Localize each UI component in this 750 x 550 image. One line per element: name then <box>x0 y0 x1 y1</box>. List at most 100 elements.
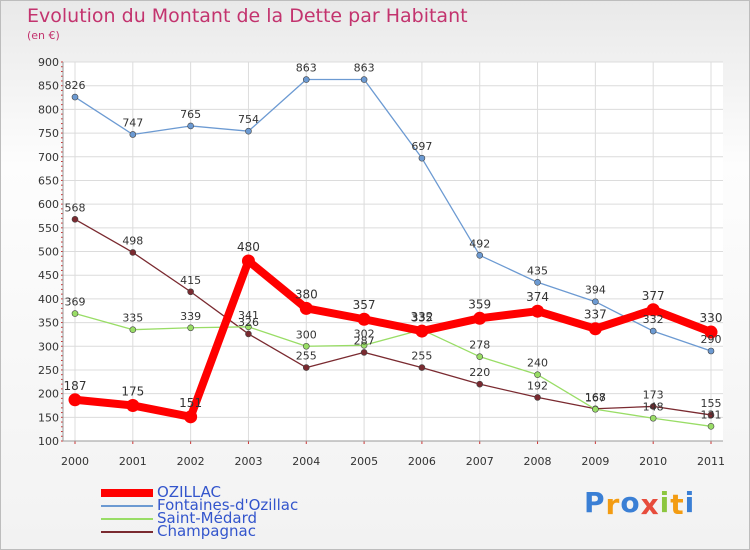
data-point <box>129 326 137 333</box>
data-label: 332 <box>643 313 664 326</box>
y-tick-label: 600 <box>38 198 59 211</box>
data-point <box>534 278 541 286</box>
data-label: 826 <box>65 79 86 92</box>
y-tick-label: 200 <box>38 388 59 401</box>
data-point <box>71 310 79 317</box>
x-tick-label: 2002 <box>177 455 205 468</box>
data-point <box>473 311 487 325</box>
data-label: 394 <box>585 284 606 297</box>
y-tick-label: 450 <box>38 269 59 282</box>
data-point <box>360 76 368 83</box>
data-label: 148 <box>643 400 664 413</box>
series-line-1 <box>74 78 712 352</box>
data-label: 332 <box>410 310 433 324</box>
data-point <box>241 254 255 268</box>
data-label: 863 <box>354 62 375 75</box>
x-tick-label: 2008 <box>524 455 552 468</box>
data-label: 155 <box>701 397 722 410</box>
data-label: 330 <box>700 311 723 325</box>
logo-letter: x <box>640 488 660 521</box>
logo-letter: t <box>670 488 685 521</box>
y-tick-label: 700 <box>38 151 59 164</box>
data-label: 337 <box>584 308 607 322</box>
data-label: 357 <box>353 298 376 312</box>
series-line-0 <box>71 256 715 421</box>
data-label: 380 <box>295 287 318 301</box>
legend-swatch <box>101 489 153 497</box>
chart-unit: (en €) <box>27 29 60 42</box>
y-tick-label: 300 <box>38 340 59 353</box>
data-label: 747 <box>122 116 143 129</box>
data-point <box>299 301 313 315</box>
x-tick-label: 2001 <box>119 455 147 468</box>
data-label: 167 <box>585 391 606 404</box>
data-point <box>357 312 371 326</box>
y-tick-label: 250 <box>38 364 59 377</box>
data-point <box>302 364 310 371</box>
x-tick-label: 2010 <box>639 455 667 468</box>
legend-label: OZILLAC <box>157 483 222 501</box>
data-label: 765 <box>180 108 201 121</box>
x-tick-label: 2004 <box>292 455 320 468</box>
data-label: 192 <box>527 379 548 392</box>
legend-label: Champagnac <box>157 522 256 540</box>
data-point <box>71 215 79 223</box>
y-tick-label: 500 <box>38 246 59 259</box>
y-tick-label: 400 <box>38 293 59 306</box>
data-point <box>534 394 541 401</box>
data-point <box>592 298 599 306</box>
data-label: 377 <box>642 289 665 303</box>
logo-letter: i <box>659 486 671 519</box>
y-tick-label: 550 <box>38 222 59 235</box>
data-label: 374 <box>526 290 549 304</box>
data-point <box>476 353 484 360</box>
data-point <box>129 249 137 256</box>
data-label: 168 <box>585 391 606 404</box>
x-tick-label: 2003 <box>234 455 262 468</box>
data-point <box>476 251 484 259</box>
logo-letter: r <box>605 488 621 521</box>
data-label: 335 <box>411 312 432 325</box>
series-line-2 <box>74 312 712 427</box>
data-point <box>646 303 660 317</box>
y-tick-label: 650 <box>38 174 59 187</box>
logo-letter: i <box>684 486 696 519</box>
data-point <box>415 324 429 338</box>
data-point <box>245 323 252 331</box>
data-label: 369 <box>65 296 86 309</box>
data-point <box>707 347 715 355</box>
data-point <box>707 423 715 430</box>
data-label: 697 <box>411 140 432 153</box>
data-label: 240 <box>527 357 548 370</box>
data-point <box>476 380 484 388</box>
data-point <box>592 405 599 413</box>
data-label: 151 <box>179 396 202 410</box>
data-point <box>649 414 657 422</box>
logo-letter: P <box>584 486 606 519</box>
data-point <box>129 131 137 138</box>
data-point <box>649 327 657 335</box>
data-label: 335 <box>122 312 143 325</box>
data-point <box>534 371 541 378</box>
x-tick-label: 2000 <box>61 455 89 468</box>
y-tick-label: 350 <box>38 317 59 330</box>
data-label: 173 <box>643 388 664 401</box>
data-point <box>418 364 426 371</box>
y-tick-label: 750 <box>38 127 59 140</box>
data-point <box>126 398 140 412</box>
y-tick-label: 100 <box>38 435 59 448</box>
data-label: 480 <box>237 240 260 254</box>
data-label: 131 <box>701 408 722 421</box>
y-tick-label: 850 <box>38 80 59 93</box>
data-point <box>187 324 194 332</box>
data-label: 187 <box>64 379 87 393</box>
x-tick-label: 2011 <box>697 455 725 468</box>
grid-layer <box>63 61 723 442</box>
x-tick-label: 2009 <box>581 455 609 468</box>
legend-swatch <box>101 531 153 533</box>
data-label: 754 <box>238 113 259 126</box>
data-point <box>360 349 368 356</box>
x-tick-label: 2005 <box>350 455 378 468</box>
